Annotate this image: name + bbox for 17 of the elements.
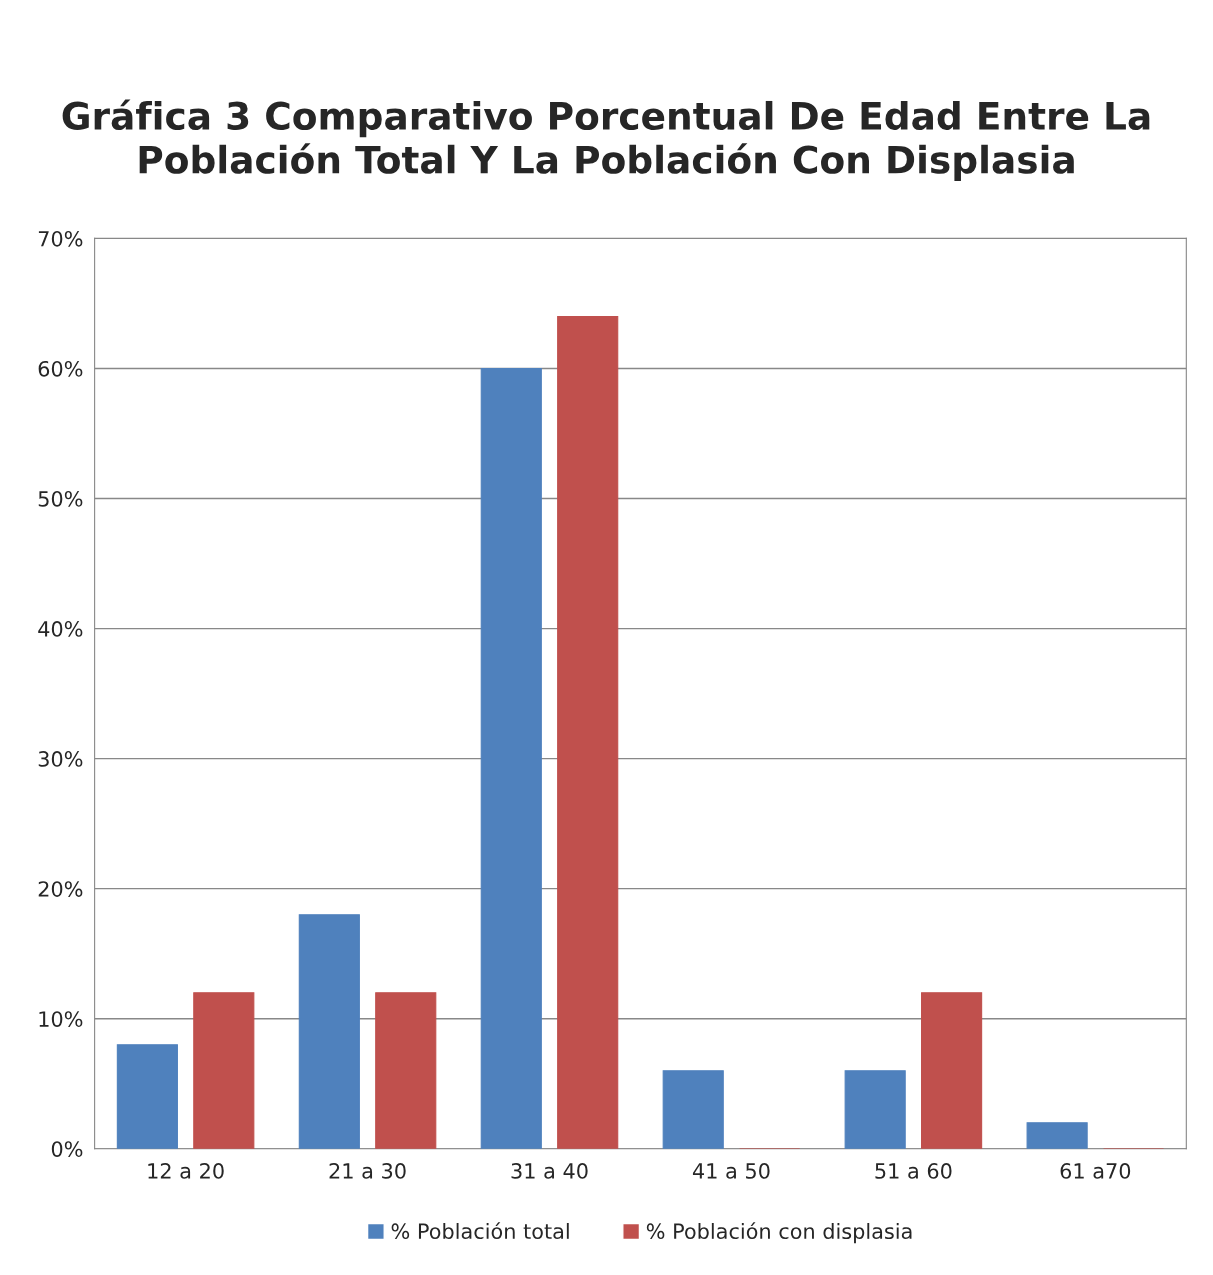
x-tick-label: 51 a 60 [875, 1163, 952, 1179]
x-tick-label: 61 a70 [1060, 1163, 1131, 1179]
y-tick-label: 60% [38, 360, 83, 377]
chart-title: Gráfica 3 Comparativo Porcentual De Edad Entre La Población Total Y La Población Con Displasia [62, 99, 1150, 182]
x-tick-label: 41 a 50 [692, 1163, 770, 1179]
legend-label: % Población con displasia [646, 1222, 912, 1244]
y-tick-label: 20% [38, 881, 83, 897]
y-tick-label: 40% [38, 621, 83, 637]
y-tick-label: 10% [39, 1011, 83, 1027]
y-tick-label: 0% [51, 1141, 83, 1157]
legend-label: % Población total [391, 1222, 569, 1240]
x-tick-label: 31 a 40 [511, 1163, 588, 1179]
x-tick-label: 12 a 20 [148, 1163, 224, 1179]
x-tick-label: 21 a 30 [329, 1163, 406, 1179]
y-tick-label: 50% [38, 490, 83, 507]
y-tick-label: 30% [38, 751, 83, 767]
y-tick-label: 70% [38, 230, 83, 247]
